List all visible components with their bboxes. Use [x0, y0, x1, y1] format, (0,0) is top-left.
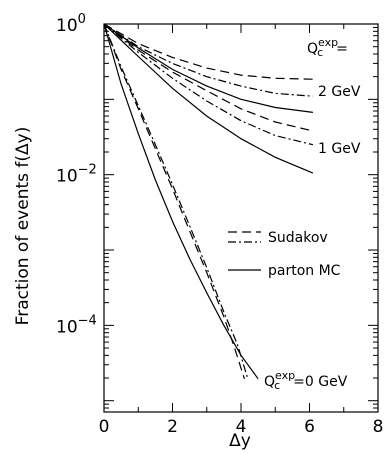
q-0-suffix: =0 GeV — [293, 374, 348, 390]
x-tick-label: 8 — [373, 417, 384, 437]
x-tick-labels: 0 2 4 6 8 — [99, 417, 384, 437]
legend-label-parton-mc: parton MC — [268, 263, 341, 279]
y-tick-label: 10−4 — [56, 313, 97, 337]
plot-frame — [103, 23, 379, 413]
y-tick-label: 10−2 — [56, 163, 97, 187]
series-lines — [103, 23, 314, 380]
y-tick-base: 10 — [56, 16, 78, 36]
y-axis-title: Fraction of events f(Δy) — [13, 127, 33, 326]
y-tick-exponent: 0 — [78, 12, 86, 27]
series-line-solid — [103, 23, 314, 174]
series-line-long-dash — [103, 23, 245, 379]
x-tick-label: 2 — [167, 417, 178, 437]
q-0-label: Qexp c =0 GeV — [264, 369, 348, 392]
series-line-dash-dot — [103, 23, 249, 379]
x-tick-label: 0 — [99, 417, 110, 437]
q-header-base: Q — [307, 41, 318, 57]
x-axis-title: Δy — [229, 431, 251, 451]
series-line-dash-dot — [103, 23, 314, 146]
legend: Sudakov parton MC — [228, 230, 341, 279]
legend-label-sudakov: Sudakov — [268, 230, 328, 246]
series-line-long-dash — [103, 23, 313, 80]
axis-ticks — [103, 23, 379, 412]
y-tick-base: 10 — [56, 317, 78, 337]
x-tick-label: 6 — [304, 417, 315, 437]
q-header-sub: c — [317, 46, 323, 59]
y-tick-label: 100 — [56, 12, 86, 36]
q-0-sup: exp — [275, 369, 295, 382]
q-0-base: Q — [264, 374, 275, 390]
x-tick-label: 4 — [236, 417, 247, 437]
q-header-label: Qexp c = — [307, 36, 348, 59]
annotations: Qexp c = 2 GeV 1 GeV Qexp c =0 GeV — [264, 36, 361, 392]
series-line-dash-dot — [103, 23, 313, 97]
q-0-sub: c — [274, 379, 280, 392]
q-1-label: 1 GeV — [318, 141, 361, 157]
series-line-solid — [103, 23, 259, 380]
series-line-solid — [103, 23, 313, 113]
y-tick-exponent: −4 — [78, 313, 97, 328]
q-2-label: 2 GeV — [318, 84, 361, 100]
q-header-sup: exp — [318, 36, 338, 49]
series-line-long-dash — [103, 23, 314, 132]
q-header-suffix: = — [336, 41, 348, 57]
y-tick-base: 10 — [56, 167, 78, 187]
y-tick-exponent: −2 — [78, 163, 97, 178]
